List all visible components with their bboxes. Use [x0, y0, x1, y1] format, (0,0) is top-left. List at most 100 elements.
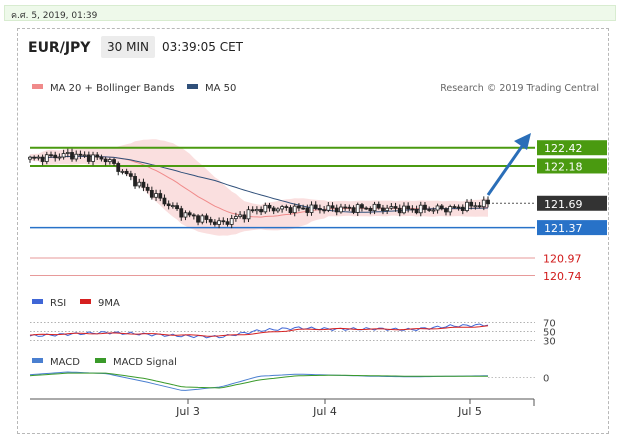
- candle-body: [360, 204, 364, 209]
- legend-ma20-label: MA 20 + Bollinger Bands: [50, 83, 174, 94]
- candle-body: [221, 220, 226, 223]
- candle-body: [292, 205, 297, 214]
- candle-body: [452, 206, 457, 208]
- candle-body: [427, 209, 432, 211]
- candle-body: [326, 205, 331, 211]
- candle-body: [74, 153, 79, 160]
- credit-text: Research © 2019 Trading Central: [440, 83, 599, 94]
- target-level-label: 120.74: [543, 270, 582, 283]
- candle-body: [107, 159, 112, 163]
- macd-line: [29, 371, 489, 391]
- rsi-tick-label: 30: [543, 337, 556, 348]
- candle-body: [418, 204, 423, 214]
- top-status-bar: ค.ศ. 5, 2019, 01:39: [4, 5, 616, 21]
- forecast-arrow: [486, 133, 531, 196]
- candle-body: [448, 206, 453, 213]
- candle-body: [124, 170, 129, 175]
- pivot-level-label: 121.69: [544, 198, 583, 211]
- candle-body: [242, 214, 247, 220]
- candle-body: [322, 209, 327, 212]
- bollinger-band-area: [29, 139, 489, 236]
- candle-body: [212, 221, 217, 225]
- forecast-arrow-line: [486, 141, 527, 196]
- candle-body: [145, 186, 150, 191]
- timeframe-badge[interactable]: 30 MIN: [101, 36, 155, 58]
- candle-body: [276, 208, 280, 212]
- resistance-level-tag: [537, 158, 607, 174]
- legend-9ma-label: 9MA: [98, 298, 120, 309]
- candle-body: [133, 175, 137, 187]
- candle-body: [200, 215, 205, 223]
- candle-body: [280, 206, 285, 210]
- level-lines: 122.42 122.18 121.69 121.37 120.97 120.74: [30, 140, 607, 283]
- candle-body: [343, 206, 348, 209]
- rsi-tick-label: 70: [543, 319, 556, 330]
- candle-body: [28, 156, 32, 160]
- candle-body: [179, 208, 184, 218]
- candle-body: [78, 153, 83, 156]
- candle-body: [355, 204, 360, 213]
- candle-body: [112, 159, 116, 164]
- candle-body: [250, 209, 255, 212]
- candle-body: [128, 173, 133, 177]
- candle-body: [53, 154, 58, 159]
- candle-body: [423, 204, 427, 210]
- candle-body: [301, 207, 306, 210]
- candle-body: [477, 205, 482, 208]
- candle-body: [263, 204, 268, 213]
- x-tick-label: Jul 5: [457, 405, 482, 418]
- candle-body: [103, 158, 108, 163]
- candle-body: [61, 153, 66, 158]
- candle-body: [217, 220, 221, 225]
- legend-macd-swatch: [32, 358, 43, 363]
- candle-body: [44, 154, 49, 162]
- candle-body: [36, 156, 41, 159]
- candle-body: [402, 205, 406, 214]
- candle-body: [473, 205, 478, 208]
- x-tick-label: Jul 4: [312, 405, 337, 418]
- candle-body: [351, 207, 356, 213]
- resistance-level-label: 122.18: [544, 160, 583, 173]
- candle-body: [297, 205, 301, 209]
- candle-body: [444, 208, 448, 213]
- candle-body: [431, 209, 436, 212]
- candle-body: [481, 199, 486, 208]
- candle-body: [410, 208, 415, 211]
- candle-body: [82, 154, 87, 157]
- legend-ma50-swatch: [187, 84, 198, 89]
- candle-body: [137, 181, 142, 187]
- candle-body: [465, 201, 469, 211]
- support-level-tag: [537, 220, 607, 236]
- legend-macd-signal-label: MACD Signal: [113, 357, 177, 368]
- candle-body: [347, 206, 352, 209]
- candle-body: [385, 207, 390, 211]
- candle-body: [141, 181, 146, 188]
- candle-body: [32, 156, 37, 159]
- candle-body: [339, 206, 343, 213]
- legend-macd-label: MACD: [50, 357, 80, 368]
- candle-body: [246, 209, 251, 220]
- candle-body: [170, 205, 175, 208]
- candle-body: [364, 207, 369, 210]
- candle-body: [233, 216, 238, 220]
- candle-body: [120, 170, 125, 173]
- legend-macd-signal-swatch: [95, 358, 106, 363]
- candle-body: [99, 156, 104, 160]
- timestamp-text: ค.ศ. 5, 2019, 01:39: [11, 11, 98, 21]
- candle-body: [288, 207, 293, 214]
- candle-body: [284, 206, 289, 209]
- candle-body: [259, 209, 264, 213]
- target-level-label: 120.97: [543, 253, 582, 266]
- candle-body: [406, 205, 411, 210]
- candle-body: [334, 207, 339, 213]
- resistance-level-tag: [537, 140, 607, 156]
- candle-body: [65, 152, 70, 154]
- candle-body: [116, 163, 121, 172]
- candle-body: [439, 205, 444, 210]
- candle-body: [271, 207, 276, 212]
- candle-body: [191, 214, 196, 217]
- x-axis-ticks: Jul 3 Jul 4 Jul 5: [175, 399, 482, 418]
- macd-tick-label: 0: [543, 373, 549, 384]
